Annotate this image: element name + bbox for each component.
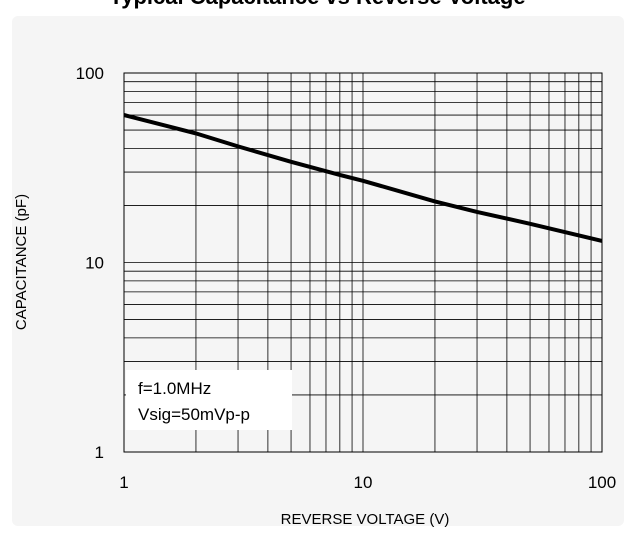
- x-axis-title: REVERSE VOLTAGE (V): [281, 511, 450, 528]
- y-axis-title: CAPACITANCE (pF): [13, 194, 30, 330]
- annotation-box: f=1.0MHz Vsig=50mVp-p: [126, 370, 292, 430]
- x-tick-label: 10: [354, 473, 373, 492]
- y-tick-label: 1: [95, 443, 104, 462]
- y-tick-label: 100: [76, 64, 104, 83]
- chart-title: Typical Capacitance vs Reverse Voltage: [0, 0, 635, 10]
- series-layer: [123, 113, 603, 243]
- capacitance-curve: [123, 113, 603, 243]
- annotation-signal: Vsig=50mVp-p: [138, 405, 250, 424]
- tick-labels: 1 10 100 1 10 100: [76, 64, 617, 492]
- annotation-frequency: f=1.0MHz: [138, 379, 211, 398]
- plot-frame: [123, 72, 603, 453]
- annotation-background: [126, 370, 292, 430]
- y-tick-label: 10: [85, 254, 104, 273]
- x-tick-label: 1: [119, 473, 128, 492]
- x-tick-label: 100: [588, 473, 616, 492]
